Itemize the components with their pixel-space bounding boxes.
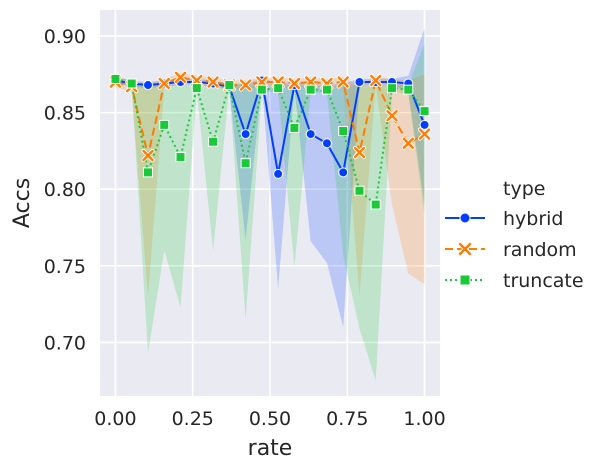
y-tick-labels: 0.70 0.75 0.80 0.85 0.90 xyxy=(44,26,86,354)
x-marker-stroke xyxy=(418,128,431,140)
point-truncate xyxy=(224,80,235,91)
point-hybrid xyxy=(419,119,430,130)
x-marker-stroke xyxy=(239,79,252,91)
point-truncate xyxy=(126,78,137,89)
point-hybrid xyxy=(143,80,154,91)
x-marker-stroke xyxy=(288,77,301,90)
x-tick-label: 0.75 xyxy=(326,408,368,430)
point-random xyxy=(352,145,367,160)
legend-item-random: random xyxy=(445,239,577,261)
legend-marker-random xyxy=(457,241,473,257)
point-truncate xyxy=(240,158,251,169)
point-hybrid xyxy=(321,138,332,149)
point-truncate xyxy=(175,152,186,163)
y-tick-label: 0.80 xyxy=(44,179,86,201)
point-truncate xyxy=(338,126,349,137)
legend-item-truncate: truncate xyxy=(445,270,584,292)
legend-label-truncate: truncate xyxy=(503,270,584,292)
legend-item-hybrid: hybrid xyxy=(445,208,564,230)
point-random xyxy=(206,75,220,89)
point-random xyxy=(336,75,350,89)
point-random xyxy=(173,70,188,84)
point-truncate xyxy=(256,84,267,95)
point-random xyxy=(287,76,301,91)
point-random xyxy=(417,127,432,141)
point-truncate xyxy=(273,83,284,94)
legend-marker-hybrid xyxy=(459,212,471,224)
point-hybrid xyxy=(354,76,365,87)
point-truncate xyxy=(289,122,300,133)
point-truncate xyxy=(403,84,414,95)
point-truncate xyxy=(191,83,202,94)
point-hybrid xyxy=(305,129,316,140)
y-axis-label: Accs xyxy=(10,178,35,228)
point-truncate xyxy=(110,73,121,84)
x-tick-label: 0.00 xyxy=(94,408,136,430)
point-truncate xyxy=(305,84,316,95)
x-marker-stroke xyxy=(402,137,414,149)
legend: type hybrid random truncate xyxy=(445,178,584,292)
point-random xyxy=(239,78,253,92)
point-hybrid xyxy=(338,167,349,178)
x-marker-stroke xyxy=(142,149,154,162)
point-hybrid xyxy=(273,168,284,179)
x-marker-stroke xyxy=(386,109,398,122)
point-truncate xyxy=(386,83,397,94)
point-hybrid xyxy=(240,129,251,140)
legend-title: type xyxy=(503,178,545,200)
x-tick-label: 0.50 xyxy=(249,408,291,430)
x-marker-stroke xyxy=(458,242,472,256)
y-tick-label: 0.75 xyxy=(44,256,86,278)
grid xyxy=(100,10,440,396)
point-random xyxy=(157,76,171,91)
x-marker-stroke xyxy=(174,71,187,84)
legend-marker-truncate xyxy=(459,274,471,286)
point-truncate xyxy=(419,106,430,117)
x-axis-label: rate xyxy=(248,436,293,461)
x-marker-stroke xyxy=(337,76,349,88)
y-tick-label: 0.85 xyxy=(44,103,86,125)
point-random xyxy=(369,73,383,88)
point-truncate xyxy=(354,185,365,196)
point-truncate xyxy=(143,167,154,178)
point-random xyxy=(385,109,399,123)
point-random xyxy=(401,136,415,150)
x-tick-labels: 0.00 0.25 0.50 0.75 1.00 xyxy=(94,408,445,430)
point-random xyxy=(141,148,155,163)
point-truncate xyxy=(321,84,332,95)
y-tick-label: 0.70 xyxy=(44,332,86,354)
x-tick-label: 1.00 xyxy=(403,408,445,430)
x-tick-label: 0.25 xyxy=(172,408,214,430)
point-truncate xyxy=(159,119,170,130)
legend-label-hybrid: hybrid xyxy=(503,208,564,230)
legend-label-random: random xyxy=(503,239,577,261)
x-marker-stroke xyxy=(207,76,219,88)
x-marker-stroke xyxy=(353,146,366,159)
x-marker-stroke xyxy=(158,77,170,90)
point-truncate xyxy=(370,199,381,210)
point-truncate xyxy=(208,136,219,147)
x-marker-stroke xyxy=(370,74,382,87)
y-tick-label: 0.90 xyxy=(44,26,86,48)
series-markers xyxy=(108,70,432,210)
series-line-random xyxy=(115,76,425,156)
